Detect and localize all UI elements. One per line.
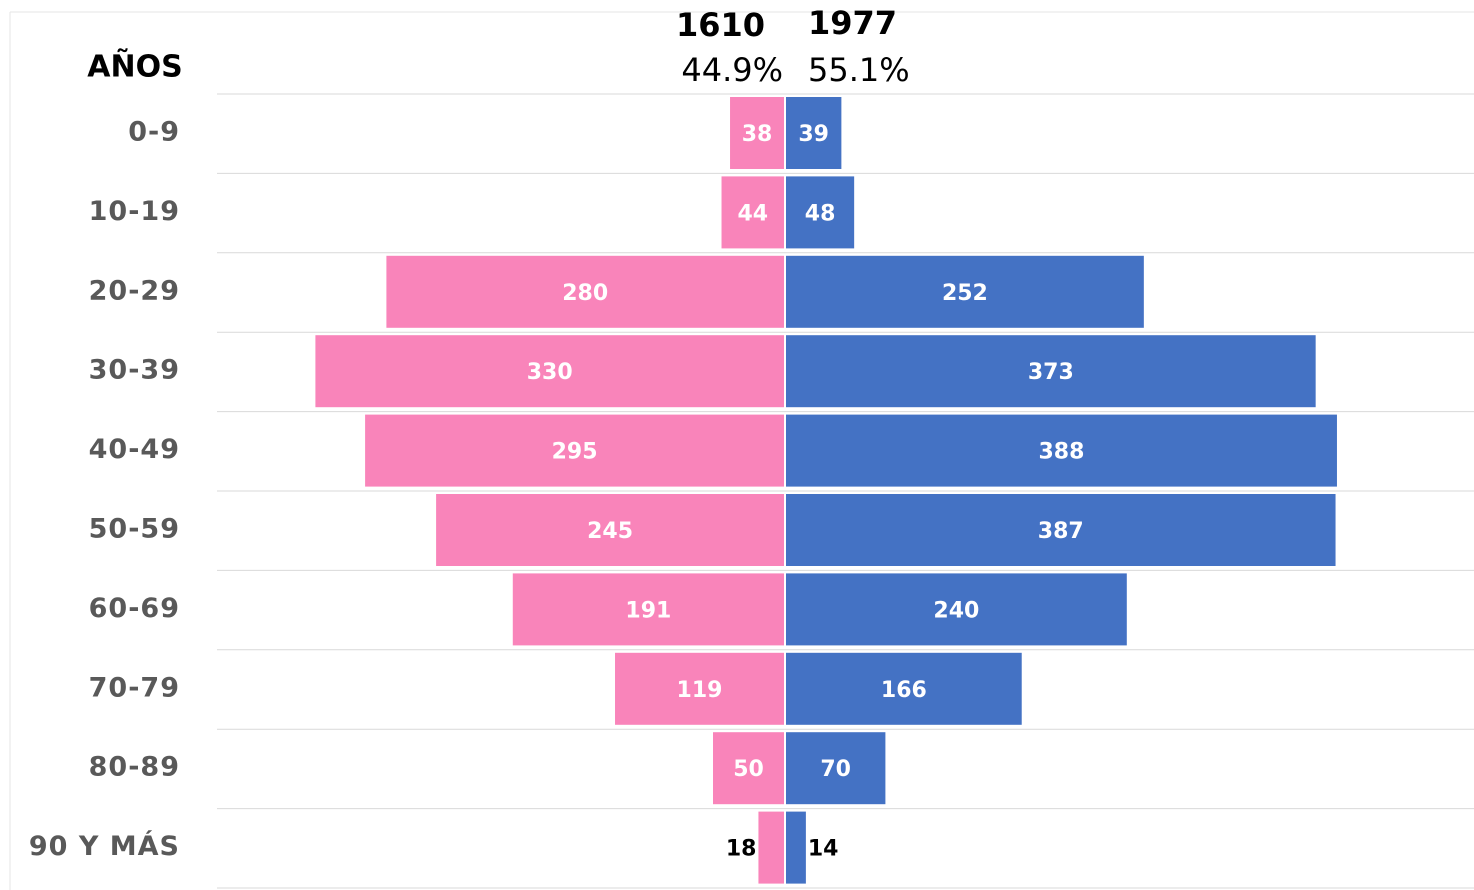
category-label: 70-79 — [89, 672, 180, 703]
category-label: 50-59 — [89, 514, 180, 545]
data-label: 388 — [1039, 440, 1085, 465]
bar — [786, 573, 1127, 646]
bar — [713, 732, 784, 805]
bar — [786, 335, 1316, 408]
data-label: 191 — [625, 598, 671, 623]
category-label: 30-39 — [89, 355, 180, 386]
bar — [386, 255, 784, 328]
data-label: 280 — [562, 281, 608, 306]
bar — [758, 811, 784, 884]
left-share: 44.9% — [681, 51, 783, 89]
data-label: 240 — [933, 598, 979, 623]
data-label: 44 — [737, 201, 768, 226]
bar — [730, 97, 784, 169]
bar — [786, 732, 886, 805]
data-label: 48 — [805, 201, 836, 226]
bar — [512, 573, 784, 646]
category-label: 80-89 — [89, 752, 180, 783]
data-label: 119 — [677, 678, 723, 703]
bar — [786, 652, 1022, 725]
data-label: 245 — [587, 519, 633, 544]
bar — [721, 176, 784, 249]
bar — [786, 176, 855, 249]
category-label: 20-29 — [89, 275, 180, 306]
bar — [365, 414, 784, 487]
bar — [786, 494, 1336, 566]
data-label: 166 — [881, 678, 927, 703]
bar — [315, 335, 784, 408]
category-label: 60-69 — [89, 593, 180, 624]
bar — [786, 97, 842, 169]
data-label: 14 — [808, 837, 839, 862]
data-label: 387 — [1038, 519, 1084, 544]
data-label: 373 — [1028, 360, 1074, 385]
right-total: 1977 — [808, 4, 897, 42]
bar — [786, 811, 806, 884]
data-label: 330 — [527, 360, 573, 385]
axis-title: AÑOS — [87, 48, 182, 85]
bar — [436, 494, 784, 566]
bar — [615, 652, 784, 725]
bar — [786, 255, 1144, 328]
data-label: 295 — [552, 440, 598, 465]
data-label: 50 — [733, 757, 764, 782]
data-label: 252 — [942, 281, 988, 306]
bar — [786, 414, 1337, 487]
data-label: 38 — [742, 122, 773, 147]
right-share: 55.1% — [808, 51, 910, 89]
category-label: 10-19 — [89, 196, 180, 227]
data-label: 39 — [798, 122, 829, 147]
category-label: 0-9 — [128, 117, 180, 148]
data-label: 70 — [820, 757, 851, 782]
data-label: 18 — [726, 837, 757, 862]
left-total: 1610 — [676, 6, 765, 44]
category-label: 40-49 — [89, 434, 180, 465]
category-label: 90 Y MÁS — [29, 830, 180, 862]
